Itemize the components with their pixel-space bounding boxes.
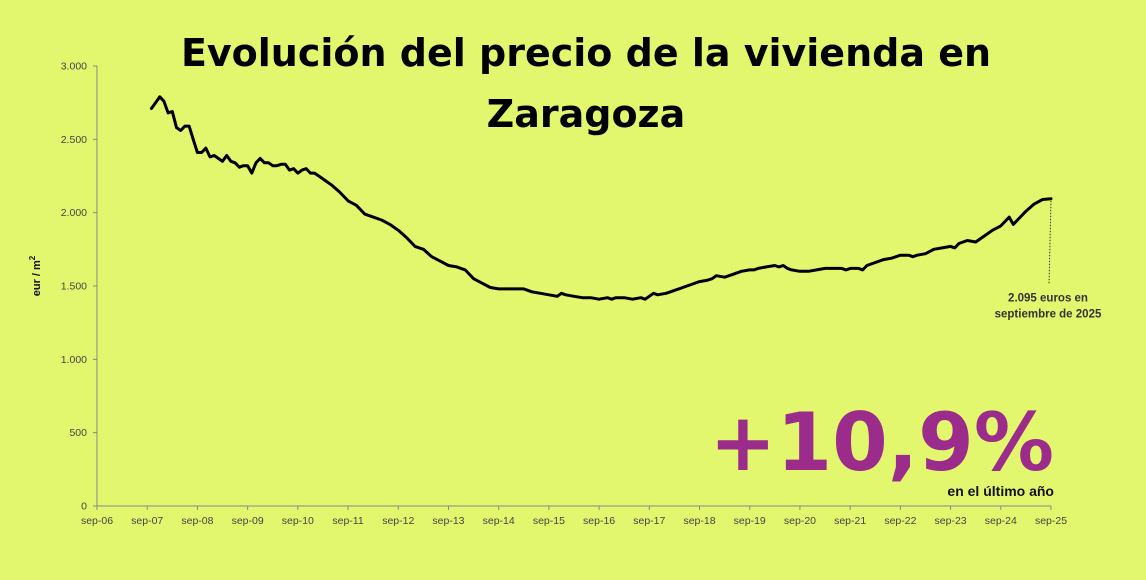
y-axis-label-superscript: 2 [28,255,37,260]
x-tick-label: sep-25 [1035,515,1067,527]
x-tick-label: sep-15 [533,515,565,527]
price-series-line [149,95,1053,301]
highlight-callout: +10,9% en el último año [709,396,1054,499]
x-tick-label: sep-07 [131,515,163,527]
x-tick-label: sep-10 [282,515,314,527]
y-tick-label: 1.500 [61,281,87,293]
x-axis: sep-06 sep-07 sep-08 sep-09 sep-10 sep-11 sep-… [81,505,1067,527]
x-tick-label: sep-14 [483,515,515,527]
chart-title: Evolución del precio de la vivienda en Z… [181,31,991,136]
y-tick-label: 2.500 [61,134,87,146]
x-tick-label: sep-08 [181,515,213,527]
x-tick-label: sep-19 [734,515,766,527]
x-tick-label: sep-21 [834,515,866,527]
y-axis-label-text: eur / m [31,260,43,296]
x-tick-label: sep-22 [884,515,916,527]
series-group [149,95,1053,301]
chart-title-line-2: Zaragoza [487,92,686,136]
yearly-change-value: +10,9% [709,396,1054,489]
x-tick-label: sep-06 [81,515,113,527]
x-tick-label: sep-13 [432,515,464,527]
x-tick-label: sep-09 [232,515,264,527]
x-tick-label: sep-12 [382,515,414,527]
x-tick-label: sep-20 [784,515,816,527]
y-tick-label: 1.000 [61,354,87,366]
x-tick-label: sep-18 [683,515,715,527]
x-tick-label: sep-16 [583,515,615,527]
y-tick-label: 0 [81,501,87,513]
y-tick-label: 500 [69,427,87,439]
annotation-leader-line [1048,200,1052,285]
x-tick-label: sep-23 [935,515,967,527]
x-tick-label: sep-17 [633,515,665,527]
annotation-group: 2.095 euros en septiembre de 2025 [995,200,1102,321]
annotation-text-line: septiembre de 2025 [995,309,1102,321]
x-tick-label: sep-11 [332,515,363,527]
y-axis-label: eur / m2 [28,255,43,296]
annotation-text-line: 2.095 euros en [1008,293,1088,305]
yearly-change-caption: en el último año [947,483,1054,499]
y-tick-label: 3.000 [61,61,87,73]
y-tick-label: 2.000 [61,207,87,219]
x-tick-label: sep-24 [985,515,1017,527]
chart-title-line-1: Evolución del precio de la vivienda en [181,31,991,75]
y-axis: 0 500 1.000 1.500 2.000 2.500 3.000 [61,61,98,513]
